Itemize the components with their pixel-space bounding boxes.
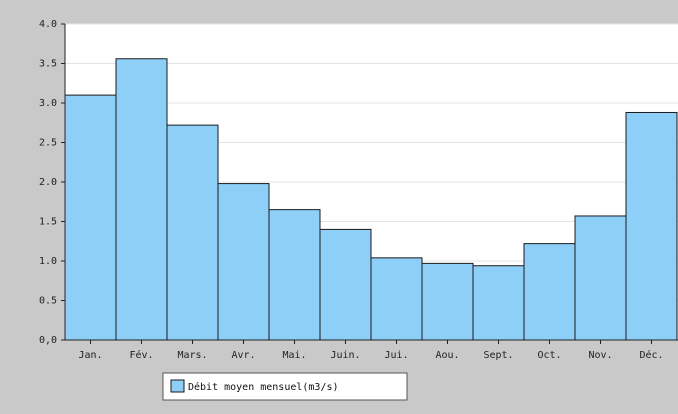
legend-label: Débit moyen mensuel(m3/s) (188, 381, 339, 393)
y-tick-label: 3.0 (39, 98, 57, 109)
bar (575, 216, 626, 340)
y-tick-label: 1.5 (39, 217, 57, 228)
bar (473, 266, 524, 340)
y-tick-label: 4.0 (39, 19, 57, 30)
bar (269, 210, 320, 340)
x-tick-label: Avr. (231, 350, 255, 361)
x-tick-label: Déc. (639, 349, 663, 361)
x-tick-label: Aou. (435, 350, 459, 361)
bar (218, 184, 269, 340)
y-tick-label: 0,0 (39, 335, 57, 346)
legend-swatch (171, 380, 184, 392)
x-tick-label: Mars. (177, 350, 207, 361)
bar (320, 229, 371, 340)
x-tick-label: Sept. (483, 350, 513, 361)
x-tick-label: Mai. (282, 350, 306, 361)
x-axis-ticks: Jan. Fév. Mars. Avr. Mai. Juin. Jui. Aou. Sept. O… (78, 340, 663, 361)
legend: Débit moyen mensuel(m3/s) (163, 373, 407, 400)
bar (65, 95, 116, 340)
bar (116, 59, 167, 340)
y-axis-ticks: 0,0 0.5 1.0 1.5 2.0 2.5 3.0 3.5 4.0 (39, 19, 65, 346)
x-tick-label: Nov. (588, 350, 612, 361)
y-tick-label: 1.0 (39, 256, 57, 267)
x-tick-label: Jui. (384, 350, 408, 361)
x-tick-label: Juin. (330, 350, 360, 361)
y-tick-label: 3.5 (39, 59, 57, 70)
y-tick-label: 2.0 (39, 177, 57, 188)
bar (371, 258, 422, 340)
x-tick-label: Jan. (78, 350, 102, 361)
bar (524, 244, 575, 340)
bar (422, 263, 473, 340)
x-tick-label: Fév. (129, 349, 153, 361)
y-tick-label: 0.5 (39, 296, 57, 307)
bar (167, 125, 218, 340)
bar (626, 112, 677, 340)
y-tick-label: 2.5 (39, 138, 57, 149)
x-tick-label: Oct. (537, 350, 561, 361)
